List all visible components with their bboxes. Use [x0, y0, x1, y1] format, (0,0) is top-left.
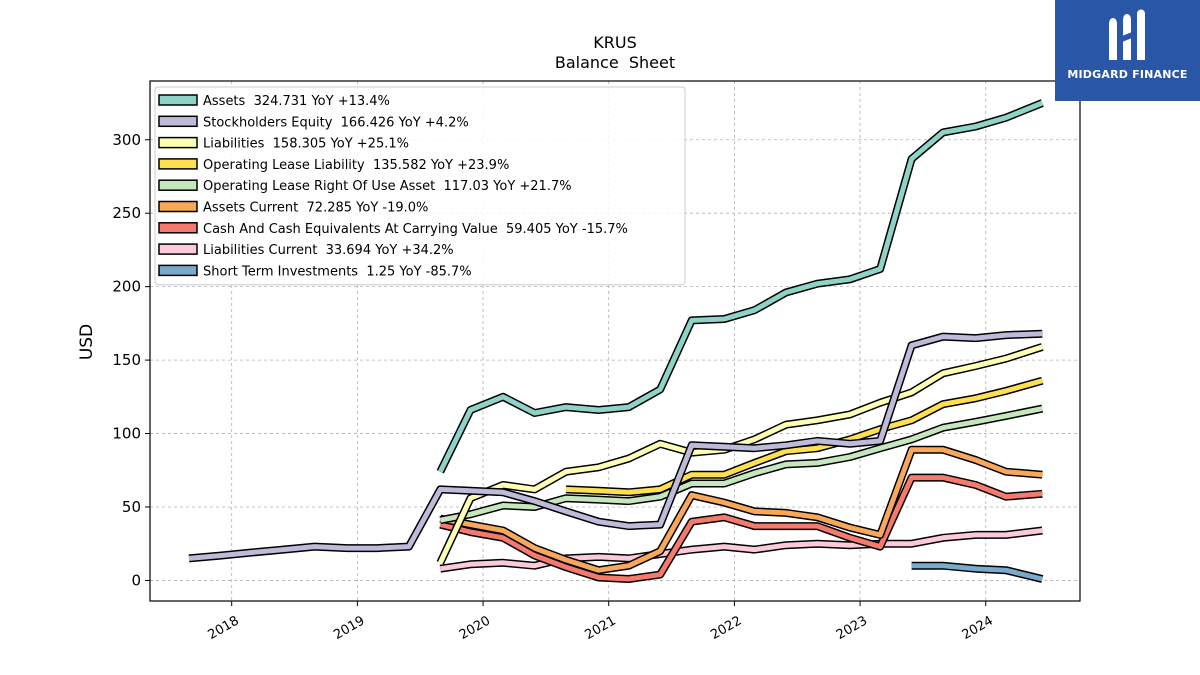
chart-title: KRUS — [593, 33, 636, 52]
series-line — [439, 475, 1043, 582]
series-line — [911, 563, 1043, 582]
plot-frame — [149, 80, 1081, 602]
x-axis-ticks: 2018 2019 2020 2021 2022 2023 2024 — [206, 601, 996, 643]
legend-swatch — [158, 222, 198, 234]
x-tick-label: 2019 — [331, 613, 367, 643]
series-line — [438, 100, 1044, 473]
logo-text: MIDGARD FINANCE — [1067, 68, 1188, 81]
chart-subtitle: Balance Sheet — [555, 53, 675, 72]
legend-entry: Operating Lease Liability 135.582 YoY +2… — [203, 158, 509, 173]
legend: Assets 324.731 YoY +13.4% Stockholders Eq… — [154, 86, 686, 286]
legend-entry: Stockholders Equity 166.426 YoY +4.2% — [203, 115, 469, 130]
legend-swatch — [158, 264, 198, 277]
series-lines — [188, 99, 1044, 583]
y-tick-label: 150 — [112, 351, 141, 369]
legend-entry: Assets Current 72.285 YoY -19.0% — [203, 201, 428, 216]
legend-swatch — [158, 158, 198, 170]
series-line — [565, 378, 1043, 495]
y-tick-label: 300 — [112, 131, 141, 149]
y-tick-label: 250 — [112, 204, 141, 222]
legend-swatch — [158, 200, 198, 213]
series-line — [439, 447, 1043, 573]
midgard-finance-logo: MIDGARD FINANCE — [1055, 0, 1200, 101]
legend-swatch — [158, 243, 198, 255]
legend-entry: Cash And Cash Equivalents At Carrying Va… — [203, 222, 628, 237]
y-tick-label: 200 — [112, 278, 141, 296]
x-tick-label: 2022 — [708, 613, 744, 643]
y-tick-label: 100 — [112, 425, 141, 443]
legend-entry: Short Term Investments 1.25 YoY -85.7% — [203, 264, 472, 279]
x-tick-label: 2023 — [834, 613, 870, 643]
legend-swatch — [158, 115, 198, 128]
series-line — [439, 528, 1043, 572]
y-axis-ticks: 0 50 100 150 200 250 300 — [112, 131, 150, 589]
legend-swatch — [158, 179, 198, 191]
legend-swatch — [158, 94, 198, 106]
legend-entry: Liabilities Current 33.694 YoY +34.2% — [203, 243, 454, 258]
x-tick-label: 2021 — [583, 613, 619, 643]
logo-mark-icon — [1109, 9, 1145, 60]
y-tick-label: 50 — [122, 498, 141, 516]
y-axis-label: USD — [77, 324, 97, 360]
x-tick-label: 2024 — [960, 613, 996, 643]
y-tick-label: 0 — [131, 571, 141, 589]
legend-swatch — [158, 136, 198, 149]
x-tick-label: 2020 — [457, 613, 493, 643]
legend-entry: Assets 324.731 YoY +13.4% — [203, 94, 390, 109]
series-line — [188, 331, 1043, 561]
legend-entry: Liabilities 158.305 YoY +25.1% — [203, 137, 409, 152]
legend-box — [154, 86, 686, 286]
legend-entry: Operating Lease Right Of Use Asset 117.0… — [203, 179, 572, 194]
x-tick-label: 2018 — [206, 613, 242, 643]
